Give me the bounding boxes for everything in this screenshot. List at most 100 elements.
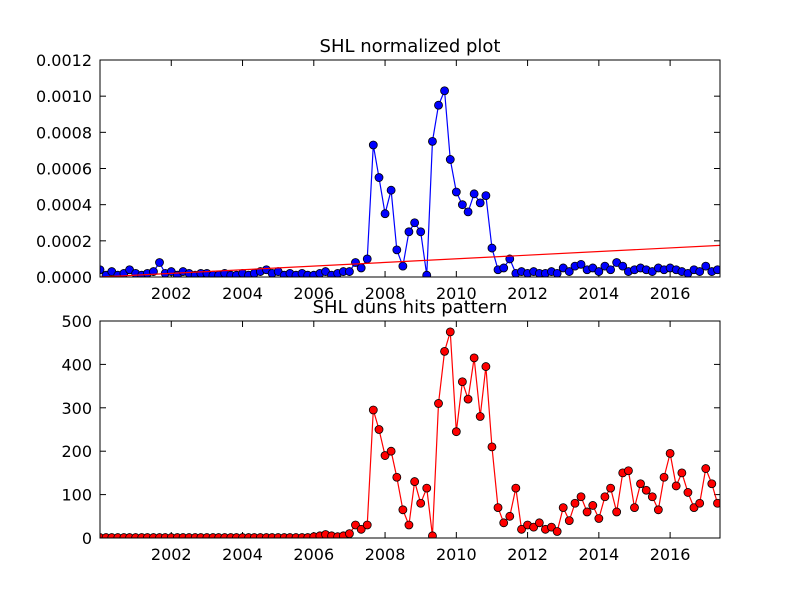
series-line — [100, 331, 719, 538]
point — [653, 505, 663, 515]
y-tick-label: 500 — [61, 312, 92, 331]
point — [469, 189, 479, 199]
point — [475, 198, 485, 208]
point — [440, 346, 449, 356]
point — [511, 483, 521, 493]
point — [481, 191, 491, 201]
point — [487, 442, 497, 452]
point — [404, 227, 414, 237]
point — [463, 207, 473, 217]
x-tick-label: 2004 — [222, 545, 263, 564]
point — [410, 218, 420, 228]
point — [469, 353, 479, 363]
y-tick-label: 0.0012 — [36, 51, 92, 70]
point — [457, 377, 467, 387]
y-tick-label: 0.0006 — [36, 160, 92, 179]
point — [594, 514, 604, 523]
point — [398, 505, 408, 515]
y-tick-label: 100 — [61, 486, 92, 505]
point — [665, 448, 675, 458]
point — [457, 200, 467, 210]
y-tick-label: 400 — [61, 355, 92, 374]
point — [398, 261, 408, 271]
point — [374, 173, 384, 182]
point — [380, 451, 390, 460]
x-tick-label: 2006 — [293, 284, 334, 303]
point — [677, 468, 687, 478]
point — [606, 483, 616, 493]
point — [434, 100, 443, 110]
point — [100, 265, 105, 275]
axes-frame — [99, 320, 721, 539]
point — [356, 524, 366, 534]
point — [701, 261, 711, 271]
point — [416, 498, 426, 508]
x-tick-label: 2012 — [507, 545, 548, 564]
point — [534, 518, 544, 528]
point — [428, 136, 437, 146]
series — [100, 86, 720, 277]
point — [671, 481, 681, 491]
series-line — [100, 244, 720, 277]
x-tick-label: 2008 — [365, 545, 406, 564]
point — [451, 187, 461, 197]
point — [701, 464, 711, 473]
point — [600, 492, 610, 502]
y-tick-label: 0.0000 — [36, 268, 92, 287]
point — [630, 503, 639, 513]
point — [707, 479, 717, 489]
point — [428, 531, 437, 538]
point — [713, 498, 720, 508]
point — [713, 265, 720, 275]
y-tick-label: 0.0002 — [36, 232, 92, 251]
point — [416, 227, 426, 237]
point — [445, 155, 455, 164]
point — [659, 472, 669, 482]
series-line — [100, 90, 718, 276]
point — [392, 245, 402, 255]
x-tick-label: 2008 — [365, 284, 406, 303]
x-tick-label: 2010 — [436, 284, 477, 303]
x-tick-label: 2016 — [650, 284, 691, 303]
point — [695, 267, 705, 276]
x-tick-label: 2014 — [578, 284, 619, 303]
point — [380, 209, 390, 219]
y-tick-label: 0.0008 — [36, 123, 92, 142]
x-tick-label: 2004 — [222, 284, 263, 303]
chart-title: SHL duns hits pattern — [313, 297, 508, 318]
point — [612, 507, 622, 517]
x-tick-label: 2006 — [293, 545, 334, 564]
y-tick-label: 300 — [61, 399, 92, 418]
point — [362, 254, 372, 264]
point — [570, 498, 580, 508]
point — [475, 412, 485, 421]
point — [445, 327, 455, 337]
point — [594, 267, 604, 276]
series — [100, 327, 720, 538]
point — [440, 86, 449, 96]
point — [558, 503, 568, 513]
point — [606, 265, 616, 275]
point — [647, 492, 657, 502]
point — [451, 427, 461, 437]
point — [582, 507, 592, 517]
x-tick-label: 2014 — [578, 545, 619, 564]
axes-frame — [99, 59, 721, 278]
x-tick-label: 2002 — [151, 284, 192, 303]
point — [505, 254, 515, 264]
point — [368, 405, 378, 415]
x-tick-label: 2012 — [507, 284, 548, 303]
point — [155, 258, 164, 267]
point — [345, 267, 354, 276]
x-tick-label: 2010 — [436, 545, 477, 564]
y-tick-label: 0.0004 — [36, 196, 92, 215]
x-tick-label: 2016 — [650, 545, 691, 564]
point — [499, 518, 509, 528]
point — [618, 261, 628, 271]
point — [374, 425, 384, 434]
point — [552, 527, 562, 536]
point — [624, 466, 633, 476]
y-tick-label: 0.0010 — [36, 87, 92, 106]
point — [368, 140, 378, 150]
